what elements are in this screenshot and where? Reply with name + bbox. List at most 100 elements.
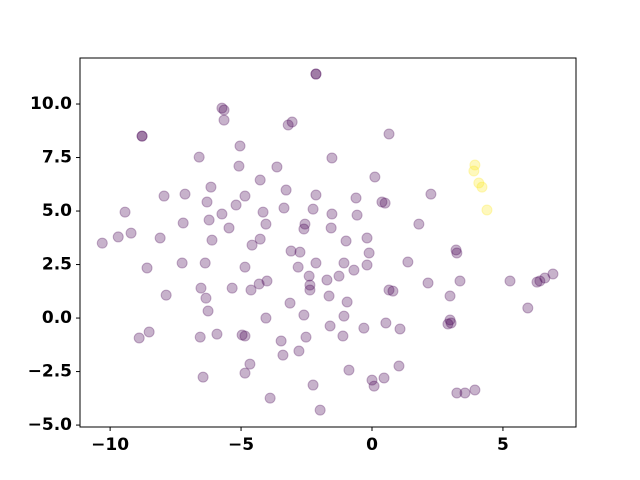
point bbox=[469, 159, 481, 171]
point bbox=[226, 282, 238, 294]
point bbox=[300, 331, 312, 343]
point bbox=[534, 275, 546, 287]
y-tick-label: −2.5 bbox=[28, 362, 72, 382]
point bbox=[351, 209, 363, 221]
x-tick-label: −10 bbox=[91, 435, 129, 455]
point bbox=[216, 102, 228, 114]
point bbox=[459, 387, 471, 399]
point bbox=[234, 140, 246, 152]
point bbox=[205, 181, 217, 193]
point bbox=[218, 114, 230, 126]
point bbox=[481, 204, 493, 216]
point bbox=[304, 279, 316, 291]
point bbox=[206, 234, 218, 246]
point bbox=[201, 196, 213, 208]
y-tick-label: 0.0 bbox=[42, 308, 72, 328]
point bbox=[368, 380, 380, 392]
point bbox=[338, 310, 350, 322]
point bbox=[310, 68, 322, 80]
point bbox=[264, 392, 276, 404]
point bbox=[260, 312, 272, 324]
point bbox=[211, 328, 223, 340]
point bbox=[442, 318, 454, 330]
point bbox=[271, 161, 283, 173]
point bbox=[358, 322, 370, 334]
point bbox=[303, 270, 315, 282]
point bbox=[369, 171, 381, 183]
point bbox=[547, 268, 559, 280]
point bbox=[200, 292, 212, 304]
point bbox=[341, 296, 353, 308]
point bbox=[299, 218, 311, 230]
point bbox=[125, 227, 137, 239]
point bbox=[326, 152, 338, 164]
point bbox=[350, 192, 362, 204]
point bbox=[292, 261, 304, 273]
point bbox=[343, 364, 355, 376]
point bbox=[96, 237, 108, 249]
point bbox=[244, 358, 256, 370]
point bbox=[324, 320, 336, 332]
point bbox=[361, 232, 373, 244]
point bbox=[366, 374, 378, 386]
point bbox=[380, 317, 392, 329]
point bbox=[531, 276, 543, 288]
point bbox=[294, 246, 306, 258]
point bbox=[193, 151, 205, 163]
point bbox=[177, 217, 189, 229]
point bbox=[239, 330, 251, 342]
y-tick-label: 7.5 bbox=[42, 148, 72, 168]
point bbox=[304, 284, 316, 296]
point bbox=[310, 189, 322, 201]
point bbox=[261, 275, 273, 287]
point bbox=[326, 208, 338, 220]
point bbox=[293, 345, 305, 357]
point bbox=[445, 317, 457, 329]
point bbox=[133, 332, 145, 344]
point bbox=[239, 261, 251, 273]
point bbox=[260, 218, 272, 230]
point bbox=[325, 222, 337, 234]
point bbox=[284, 297, 296, 309]
point bbox=[522, 302, 534, 314]
point bbox=[321, 274, 333, 286]
point bbox=[195, 282, 207, 294]
point bbox=[223, 222, 235, 234]
point bbox=[176, 257, 188, 269]
point bbox=[254, 233, 266, 245]
point bbox=[136, 130, 148, 142]
point bbox=[197, 371, 209, 383]
point bbox=[314, 404, 326, 416]
y-tick-label: −5.0 bbox=[28, 415, 73, 435]
point bbox=[203, 214, 215, 226]
point bbox=[143, 326, 155, 338]
point bbox=[394, 323, 406, 335]
y-tick-label: 10.0 bbox=[30, 94, 72, 114]
point bbox=[378, 372, 390, 384]
point bbox=[376, 196, 388, 208]
point bbox=[194, 331, 206, 343]
point bbox=[383, 284, 395, 296]
point bbox=[119, 206, 131, 218]
point bbox=[413, 218, 425, 230]
point bbox=[136, 130, 148, 142]
point bbox=[233, 160, 245, 172]
point bbox=[451, 247, 463, 259]
point bbox=[179, 188, 191, 200]
y-tick-label: 5.0 bbox=[42, 201, 72, 221]
point bbox=[323, 290, 335, 302]
point bbox=[387, 285, 399, 297]
x-tick-label: 0 bbox=[366, 435, 378, 455]
point bbox=[199, 257, 211, 269]
point bbox=[338, 257, 350, 269]
point bbox=[236, 329, 248, 341]
point bbox=[202, 305, 214, 317]
point bbox=[158, 190, 170, 202]
point bbox=[239, 190, 251, 202]
point bbox=[245, 284, 257, 296]
point bbox=[254, 174, 266, 186]
point bbox=[277, 349, 289, 361]
point bbox=[473, 177, 485, 189]
